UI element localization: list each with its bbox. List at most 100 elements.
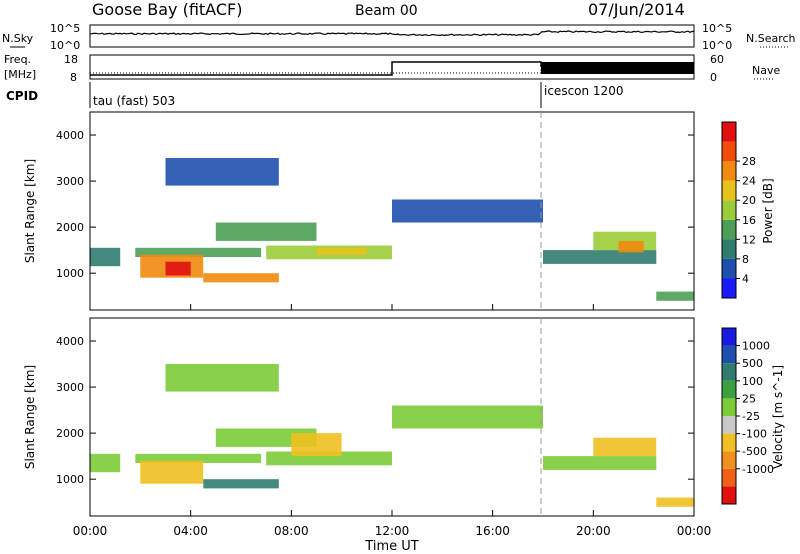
velocity-colorbar: 1000 500 100 25 -25 -100 -500 -1000 bbox=[721, 327, 774, 505]
scatter-echo-3 bbox=[203, 479, 279, 489]
x-tick-label: 20:00 bbox=[576, 524, 611, 538]
colorbar-swatch bbox=[722, 239, 736, 259]
freq-tick-top: 18 bbox=[64, 53, 78, 66]
nave-tick-bottom: 0 bbox=[710, 71, 717, 84]
velocity-colorbar-label: Velocity [m s^-1] bbox=[771, 365, 785, 469]
time-x-ticks: 00:00 04:00 08:00 12:00 16:00 20:00 00:00 bbox=[73, 304, 712, 538]
colorbar-swatch bbox=[722, 451, 736, 469]
x-tick-label: 00:00 bbox=[73, 524, 108, 538]
y-tick-label: 1000 bbox=[56, 267, 84, 280]
scatter-echo-9 bbox=[392, 199, 543, 223]
scatter-echo-7 bbox=[165, 364, 279, 392]
colorbar-swatch bbox=[722, 258, 736, 279]
scatter-echo-5 bbox=[215, 222, 317, 241]
y-tick-label: 4000 bbox=[56, 335, 84, 348]
scatter-echo-10 bbox=[593, 437, 657, 457]
freq-tick-bottom: 8 bbox=[70, 71, 77, 84]
cpid-label: CPID bbox=[6, 89, 38, 103]
colorbar-swatch bbox=[722, 416, 736, 434]
colorbar-swatch bbox=[722, 278, 736, 298]
y-tick-label: 2000 bbox=[56, 427, 84, 440]
scatter-echo-3 bbox=[165, 261, 191, 276]
scatter-echo-4 bbox=[203, 273, 279, 283]
scatter-echo-8 bbox=[392, 405, 543, 429]
velocity-data bbox=[90, 364, 695, 507]
y-tick-label: 1000 bbox=[56, 473, 84, 486]
power-colorbar: 4 8 12 16 20 24 28 bbox=[721, 121, 756, 299]
x-tick-label: 00:00 bbox=[677, 524, 712, 538]
colorbar-swatch bbox=[722, 200, 736, 220]
colorbar-tick-label: 24 bbox=[742, 175, 756, 188]
power-y-ticks: 1000 2000 3000 4000 bbox=[56, 129, 694, 280]
nsky-panel bbox=[89, 24, 695, 48]
colorbar-swatch bbox=[722, 328, 736, 346]
nave-label: Nave bbox=[752, 64, 780, 77]
cpid-segment-1: tau (fast) 503 bbox=[93, 94, 175, 108]
colorbar-tick-label: 1000 bbox=[742, 340, 770, 353]
power-ylabel: Slant Range [km] bbox=[23, 159, 37, 263]
scatter-echo-11 bbox=[656, 497, 695, 507]
power-data bbox=[90, 158, 695, 301]
y-tick-label: 3000 bbox=[56, 381, 84, 394]
x-tick-label: 04:00 bbox=[173, 524, 208, 538]
beam-title: Beam 00 bbox=[355, 3, 418, 19]
colorbar-tick-label: -500 bbox=[742, 445, 767, 458]
cpid-segment-2: icescon 1200 bbox=[544, 84, 623, 98]
colorbar-swatch bbox=[722, 433, 736, 452]
nsky-label: N.Sky bbox=[2, 32, 34, 45]
nsky-tick-bottom: 10^0 bbox=[50, 39, 80, 52]
colorbar-tick-label: -100 bbox=[742, 428, 767, 441]
colorbar-tick-label: 4 bbox=[742, 272, 749, 285]
x-tick-label: 12:00 bbox=[375, 524, 410, 538]
colorbar-swatch bbox=[722, 219, 736, 240]
nsearch-tick-top: 10^5 bbox=[702, 22, 732, 35]
nsearch-label: N.Search bbox=[746, 32, 796, 45]
y-tick-label: 2000 bbox=[56, 221, 84, 234]
nave-dense-band bbox=[541, 62, 694, 74]
colorbar-tick-label: -25 bbox=[742, 410, 760, 423]
velocity-y-ticks: 1000 2000 3000 4000 bbox=[56, 335, 694, 486]
colorbar-swatch bbox=[722, 161, 736, 181]
power-colorbar-label: Power [dB] bbox=[761, 178, 775, 243]
nsky-trace bbox=[89, 30, 695, 37]
colorbar-swatch bbox=[722, 122, 736, 142]
scatter-echo-1 bbox=[135, 453, 262, 463]
nave-tick-top: 60 bbox=[710, 53, 724, 66]
scatter-echo-7 bbox=[316, 247, 367, 255]
colorbar-tick-label: 8 bbox=[742, 253, 749, 266]
colorbar-tick-label: 28 bbox=[742, 155, 756, 168]
colorbar-tick-label: 25 bbox=[742, 392, 756, 405]
colorbar-tick-label: 16 bbox=[742, 214, 756, 227]
freq-unit-label: [MHz] bbox=[4, 68, 36, 81]
colorbar-tick-label: 20 bbox=[742, 194, 756, 207]
nsearch-tick-bottom: 10^0 bbox=[702, 39, 732, 52]
scatter-echo-0 bbox=[90, 247, 121, 267]
freq-label: Freq. bbox=[4, 53, 31, 66]
colorbar-swatch bbox=[722, 345, 736, 364]
colorbar-tick-label: 100 bbox=[742, 375, 763, 388]
scatter-echo-1 bbox=[135, 247, 262, 257]
colorbar-swatch bbox=[722, 363, 736, 381]
velocity-ylabel: Slant Range [km] bbox=[23, 365, 37, 469]
colorbar-swatch bbox=[722, 380, 736, 399]
colorbar-swatch bbox=[722, 468, 736, 487]
colorbar-tick-label: 500 bbox=[742, 357, 763, 370]
scatter-echo-10 bbox=[543, 250, 657, 264]
scatter-echo-8 bbox=[165, 158, 279, 186]
colorbar-tick-label: -1000 bbox=[742, 463, 774, 476]
scatter-echo-6 bbox=[291, 433, 342, 457]
y-tick-label: 4000 bbox=[56, 129, 84, 142]
scatter-echo-12 bbox=[618, 240, 644, 253]
colorbar-frame bbox=[721, 121, 737, 299]
scatter-echo-13 bbox=[656, 291, 695, 301]
nsky-tick-top: 10^5 bbox=[50, 22, 80, 35]
x-tick-label: 08:00 bbox=[274, 524, 309, 538]
station-title: Goose Bay (fitACF) bbox=[92, 0, 242, 19]
scatter-echo-0 bbox=[90, 453, 121, 473]
colorbar-swatch bbox=[722, 398, 736, 416]
date-title: 07/Jun/2014 bbox=[588, 0, 685, 19]
colorbar-swatch bbox=[722, 486, 736, 504]
colorbar-tick-label: 12 bbox=[742, 233, 756, 246]
colorbar-swatch bbox=[722, 141, 736, 162]
